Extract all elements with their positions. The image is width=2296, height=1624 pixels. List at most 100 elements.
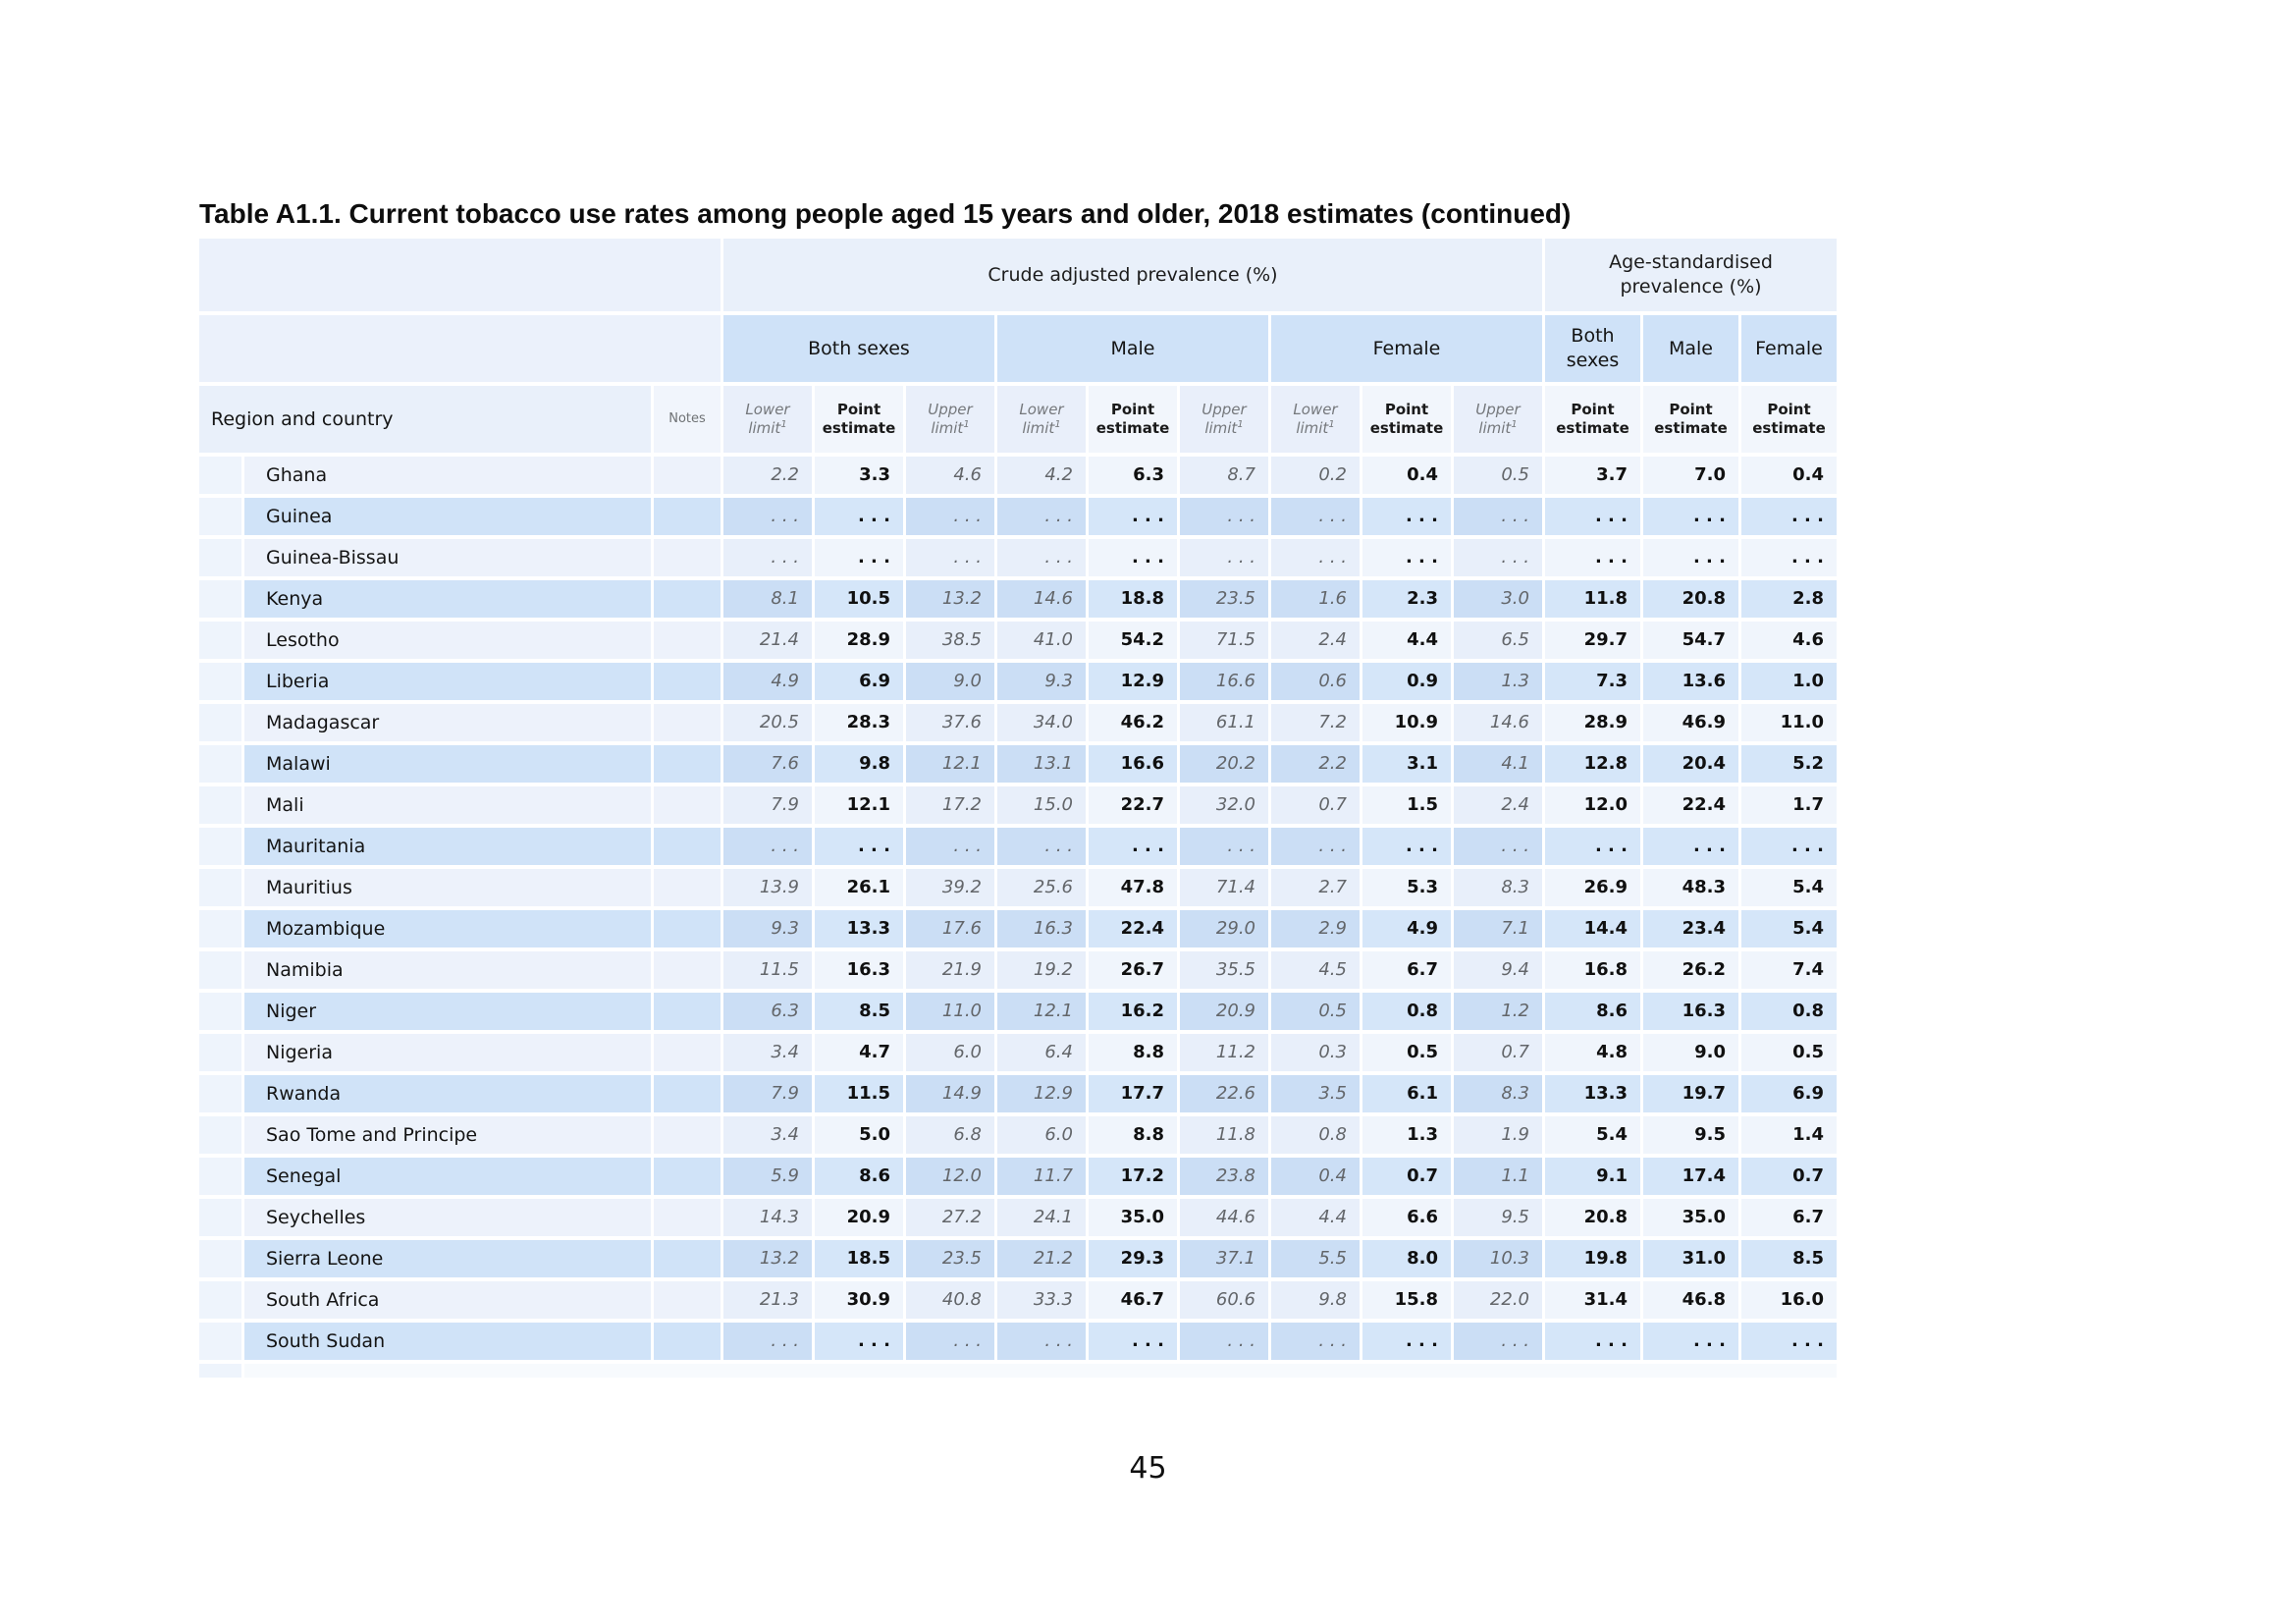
row-gutter-cell bbox=[199, 1158, 241, 1195]
value-cell: 6.0 bbox=[997, 1116, 1086, 1154]
value-cell: 3.4 bbox=[723, 1116, 812, 1154]
value-cell: . . . bbox=[997, 539, 1086, 576]
footnote-marker: 1 bbox=[1054, 419, 1061, 430]
value-cell: 1.3 bbox=[1454, 663, 1542, 700]
country-cell: Madagascar bbox=[244, 704, 651, 741]
value-cell: 48.3 bbox=[1643, 869, 1738, 906]
value-cell: 29.7 bbox=[1545, 622, 1640, 659]
value-cell: 0.9 bbox=[1362, 663, 1451, 700]
value-cell: 8.5 bbox=[1741, 1240, 1837, 1277]
notes-cell bbox=[654, 580, 721, 618]
group-age-male: Male bbox=[1643, 315, 1738, 382]
value-cell: 6.7 bbox=[1362, 951, 1451, 989]
value-cell: 29.3 bbox=[1089, 1240, 1177, 1277]
value-cell: 46.8 bbox=[1643, 1281, 1738, 1319]
row-gutter-cell bbox=[199, 498, 241, 535]
value-cell: 12.9 bbox=[1089, 663, 1177, 700]
value-cell: 7.4 bbox=[1741, 951, 1837, 989]
value-cell: 20.8 bbox=[1643, 580, 1738, 618]
value-cell: 5.3 bbox=[1362, 869, 1451, 906]
footnote-marker: 1 bbox=[780, 419, 787, 430]
value-cell: 11.7 bbox=[997, 1158, 1086, 1195]
value-cell: . . . bbox=[1180, 1323, 1268, 1360]
value-cell: 11.0 bbox=[906, 993, 994, 1030]
table-bottom-band bbox=[244, 1364, 1837, 1378]
value-cell: 14.9 bbox=[906, 1075, 994, 1112]
value-cell: 0.4 bbox=[1362, 457, 1451, 494]
value-cell: 22.0 bbox=[1454, 1281, 1542, 1319]
value-cell: 47.8 bbox=[1089, 869, 1177, 906]
value-cell: 27.2 bbox=[906, 1199, 994, 1236]
value-cell: 26.7 bbox=[1089, 951, 1177, 989]
value-cell: 54.2 bbox=[1089, 622, 1177, 659]
value-cell: 22.7 bbox=[1089, 786, 1177, 824]
value-cell: 11.0 bbox=[1741, 704, 1837, 741]
value-cell: 46.9 bbox=[1643, 704, 1738, 741]
value-cell: . . . bbox=[1180, 539, 1268, 576]
value-cell: 8.6 bbox=[815, 1158, 903, 1195]
value-cell: 44.6 bbox=[1180, 1199, 1268, 1236]
value-cell: 33.3 bbox=[997, 1281, 1086, 1319]
value-cell: 24.1 bbox=[997, 1199, 1086, 1236]
value-cell: 0.5 bbox=[1271, 993, 1360, 1030]
value-cell: . . . bbox=[1454, 1323, 1542, 1360]
value-cell: 22.6 bbox=[1180, 1075, 1268, 1112]
value-cell: . . . bbox=[1741, 1323, 1837, 1360]
value-cell: 4.8 bbox=[1545, 1034, 1640, 1071]
value-cell: 2.8 bbox=[1741, 580, 1837, 618]
column-header-upper-limit: Upper limit1 bbox=[906, 386, 994, 453]
row-gutter-cell bbox=[199, 1199, 241, 1236]
country-cell: Liberia bbox=[244, 663, 651, 700]
value-cell: 12.0 bbox=[1545, 786, 1640, 824]
value-cell: 13.2 bbox=[906, 580, 994, 618]
value-cell: 8.6 bbox=[1545, 993, 1640, 1030]
value-cell: 2.4 bbox=[1271, 622, 1360, 659]
value-cell: 37.6 bbox=[906, 704, 994, 741]
value-cell: 2.4 bbox=[1454, 786, 1542, 824]
value-cell: 4.4 bbox=[1271, 1199, 1360, 1236]
value-cell: 6.6 bbox=[1362, 1199, 1451, 1236]
value-cell: . . . bbox=[1643, 539, 1738, 576]
value-cell: 2.2 bbox=[723, 457, 812, 494]
value-cell: 15.8 bbox=[1362, 1281, 1451, 1319]
country-cell: South Africa bbox=[244, 1281, 651, 1319]
value-cell: . . . bbox=[1089, 828, 1177, 865]
value-cell: . . . bbox=[1545, 539, 1640, 576]
country-cell: Ghana bbox=[244, 457, 651, 494]
value-cell: . . . bbox=[1741, 828, 1837, 865]
column-header-upper-limit: Upper limit1 bbox=[1180, 386, 1268, 453]
column-header-point-estimate: Point estimate bbox=[1545, 386, 1640, 453]
tobacco-use-table: Crude adjusted prevalence (%) Age-standa… bbox=[199, 239, 1837, 1378]
value-cell: . . . bbox=[815, 1323, 903, 1360]
value-cell: 11.2 bbox=[1180, 1034, 1268, 1071]
value-cell: . . . bbox=[1271, 539, 1360, 576]
value-cell: 6.8 bbox=[906, 1116, 994, 1154]
value-cell: 8.0 bbox=[1362, 1240, 1451, 1277]
value-cell: . . . bbox=[1454, 539, 1542, 576]
value-cell: 3.5 bbox=[1271, 1075, 1360, 1112]
value-cell: 4.9 bbox=[1362, 910, 1451, 947]
notes-cell bbox=[654, 622, 721, 659]
value-cell: 0.4 bbox=[1741, 457, 1837, 494]
value-cell: 7.6 bbox=[723, 745, 812, 783]
value-cell: 0.7 bbox=[1741, 1158, 1837, 1195]
value-cell: 12.1 bbox=[815, 786, 903, 824]
lower-limit-label: Lower limit bbox=[1293, 400, 1338, 438]
value-cell: . . . bbox=[815, 539, 903, 576]
country-cell: Sierra Leone bbox=[244, 1240, 651, 1277]
row-gutter-cell bbox=[199, 1323, 241, 1360]
value-cell: 0.3 bbox=[1271, 1034, 1360, 1071]
notes-cell bbox=[654, 498, 721, 535]
value-cell: 8.8 bbox=[1089, 1034, 1177, 1071]
column-header-notes: Notes bbox=[654, 386, 721, 453]
value-cell: 15.0 bbox=[997, 786, 1086, 824]
notes-cell bbox=[654, 1281, 721, 1319]
lower-limit-label: Lower limit bbox=[745, 400, 790, 438]
header-corner-cell bbox=[199, 239, 721, 311]
value-cell: 11.5 bbox=[815, 1075, 903, 1112]
value-cell: . . . bbox=[1643, 1323, 1738, 1360]
value-cell: . . . bbox=[1643, 498, 1738, 535]
value-cell: 13.2 bbox=[723, 1240, 812, 1277]
value-cell: 0.4 bbox=[1271, 1158, 1360, 1195]
value-cell: 6.0 bbox=[906, 1034, 994, 1071]
